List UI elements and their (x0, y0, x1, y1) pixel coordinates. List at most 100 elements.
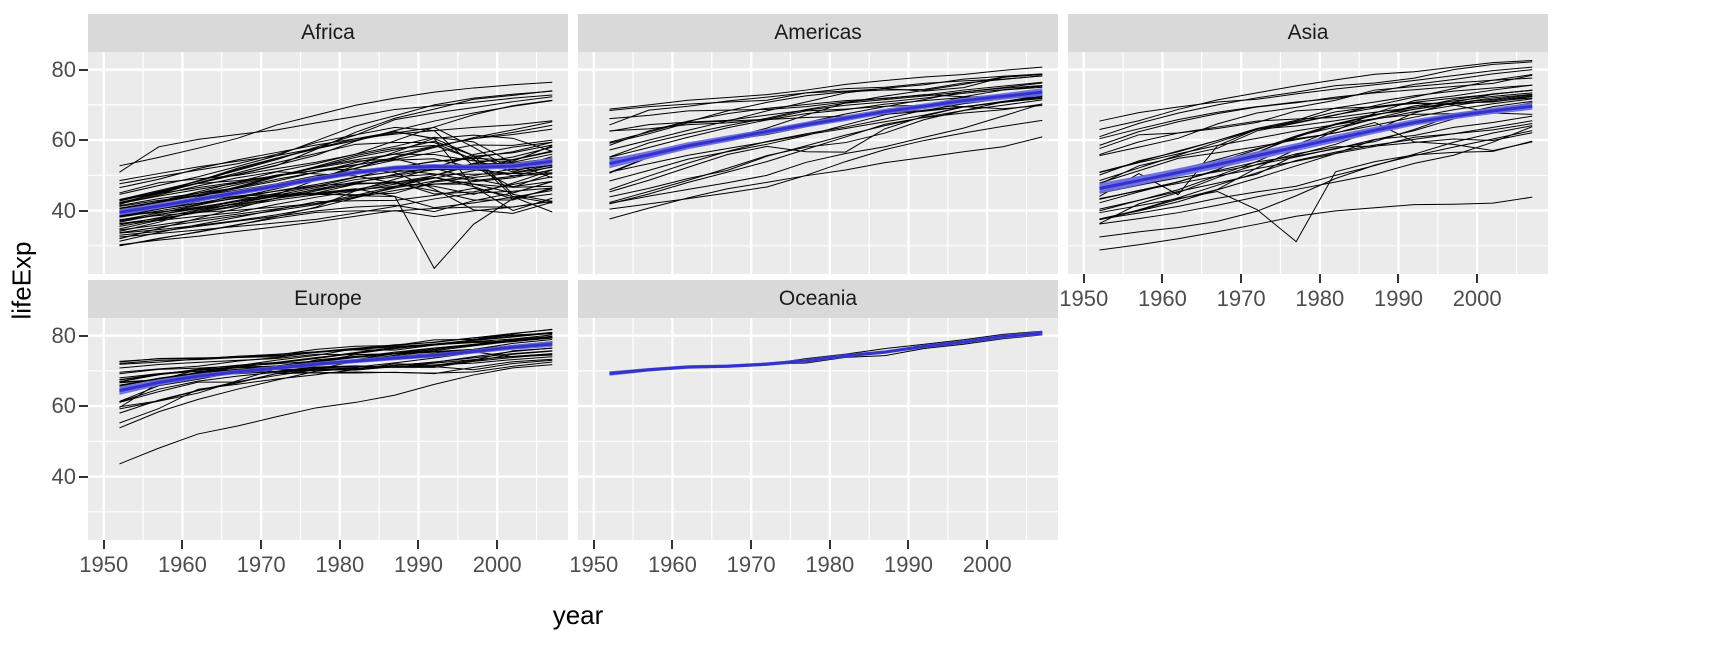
country-line (119, 131, 553, 212)
country-line (119, 353, 553, 392)
plot-area-europe (88, 318, 568, 540)
x-tick-label: 1990 (884, 552, 933, 577)
smooth-mean-line (609, 331, 1043, 375)
country-line (609, 73, 1043, 126)
country-line (609, 104, 1043, 144)
country-line (119, 121, 553, 209)
country-line (119, 356, 553, 414)
facet-strip-africa: Africa (88, 14, 568, 52)
facet-svg (1068, 52, 1548, 274)
x-axis-title: year (552, 600, 604, 630)
country-line (609, 136, 1043, 220)
x-tick-label: 1960 (157, 552, 207, 577)
x-tick-label: 1950 (569, 552, 619, 577)
country-line (1099, 89, 1533, 210)
x-tick-label: 1980 (1295, 286, 1345, 311)
country-line (1099, 125, 1533, 220)
country-line (119, 120, 553, 189)
x-tick-mark (592, 540, 595, 549)
gridlines (578, 52, 1058, 274)
country-line (119, 364, 553, 465)
x-axis-ticks-europe: 1950 1960 1970 1980 1990 2000 (79, 540, 568, 580)
country-line (119, 168, 553, 214)
country-line (1099, 66, 1533, 122)
country-line (119, 94, 553, 173)
country-line (1099, 89, 1533, 182)
x-tick-mark (1161, 274, 1164, 283)
facet-panel-africa: Africa (88, 14, 568, 274)
x-tick-label: 1980 (315, 552, 365, 577)
facet-svg (578, 52, 1058, 274)
y-tick-mark (79, 139, 88, 142)
y-tick-mark (79, 405, 88, 408)
facet-panel-asia: Asia (1068, 14, 1548, 274)
plot-area-africa (88, 52, 568, 274)
country-line (1099, 120, 1533, 200)
country-line (119, 183, 553, 225)
facet-strip-label: Europe (294, 287, 362, 310)
x-tick-label: 1970 (726, 552, 776, 577)
x-tick-mark (496, 540, 499, 549)
y-tick-label: 40 (51, 197, 76, 223)
country-line (119, 181, 553, 236)
y-tick-label: 60 (51, 127, 76, 153)
country-line (609, 99, 1043, 198)
country-line (1099, 59, 1533, 131)
country-line (1099, 196, 1533, 251)
country-line (1099, 77, 1533, 157)
country-line (119, 158, 553, 234)
y-tick-mark (79, 209, 88, 212)
country-line (1099, 84, 1533, 173)
x-tick-mark (260, 540, 263, 549)
smooth-mean-line (609, 90, 1043, 166)
country-line (609, 94, 1043, 203)
country-line (119, 189, 553, 217)
x-tick-mark (1318, 274, 1321, 283)
country-line (609, 103, 1043, 205)
country-line (609, 75, 1043, 111)
x-tick-mark (417, 540, 420, 549)
facet-panel-americas: Americas (578, 14, 1058, 274)
country-line (1099, 98, 1533, 184)
country-line (609, 86, 1043, 182)
y-tick-label: 60 (51, 393, 76, 419)
country-line (1099, 130, 1533, 238)
x-tick-mark (181, 540, 184, 549)
y-tick-mark (79, 475, 88, 478)
x-tick-mark (907, 540, 910, 549)
country-line (609, 75, 1043, 143)
facet-strip-asia: Asia (1068, 14, 1548, 52)
y-tick-mark (79, 334, 88, 337)
facet-svg (578, 318, 1058, 540)
plot-area-americas (578, 52, 1058, 274)
country-line (119, 329, 553, 373)
x-tick-mark (1476, 274, 1479, 283)
country-line (1099, 61, 1533, 138)
x-tick-mark (986, 540, 989, 549)
x-tick-label: 1960 (647, 552, 697, 577)
country-line (119, 136, 553, 194)
y-axis-ticks: 40 60 80 (8, 318, 88, 540)
country-line (119, 331, 553, 390)
gridlines (578, 318, 1058, 540)
y-tick-label: 80 (51, 56, 76, 82)
country-line (119, 182, 553, 215)
country-line (119, 99, 553, 205)
y-tick-label: 40 (51, 463, 76, 489)
country-line (119, 134, 553, 222)
plot-area-oceania (578, 318, 1058, 540)
y-axis-title: lifeExp (6, 240, 37, 320)
country-line (119, 126, 553, 188)
x-tick-label: 2000 (1452, 286, 1502, 311)
country-line (1099, 95, 1533, 150)
x-tick-label: 1970 (236, 552, 286, 577)
country-line (1099, 74, 1533, 146)
facet-svg (88, 52, 568, 274)
y-tick-label: 80 (51, 322, 76, 348)
plot-area-asia (1068, 52, 1548, 274)
facet-strip-label: Americas (774, 21, 862, 44)
x-axis-ticks-asia: 1950 1960 1970 1980 1990 2000 (1059, 274, 1548, 314)
country-line (119, 144, 553, 216)
country-line (119, 328, 553, 363)
smooth-mean-line (119, 159, 553, 214)
